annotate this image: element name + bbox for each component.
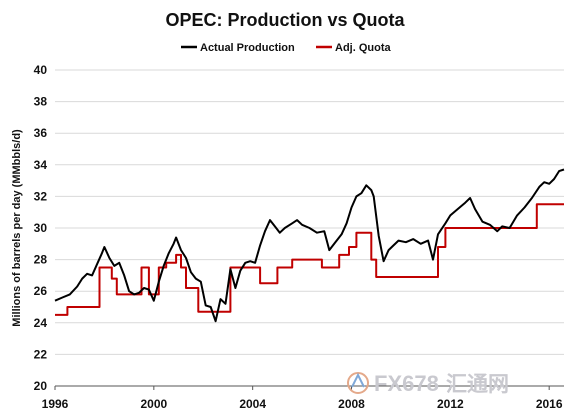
legend-label-actual-production: Actual Production bbox=[200, 42, 295, 54]
chart-title: OPEC: Production vs Quota bbox=[165, 10, 405, 30]
x-tick-label-2012: 2012 bbox=[437, 397, 464, 411]
x-tick-label-2000: 2000 bbox=[140, 397, 167, 411]
y-tick-label-30: 30 bbox=[34, 221, 48, 235]
watermark-logo-mark bbox=[351, 372, 365, 388]
y-axis: 20 22 24 26 28 30 32 34 36 38 40 bbox=[34, 63, 48, 393]
y-axis-label: Millions of barrels per day (MMbbls/d) bbox=[11, 129, 23, 327]
y-tick-label-40: 40 bbox=[34, 63, 48, 77]
x-tick-label-1996: 1996 bbox=[42, 397, 69, 411]
series-line-actual-production bbox=[54, 168, 565, 323]
watermark: FX678 汇通网 bbox=[347, 371, 509, 396]
y-tick-label-28: 28 bbox=[34, 253, 48, 267]
y-tick-label-20: 20 bbox=[34, 379, 48, 393]
x-tick-label-2016: 2016 bbox=[536, 397, 563, 411]
legend-label-adj-quota: Adj. Quota bbox=[335, 42, 391, 54]
series-line-adj-quota bbox=[55, 203, 564, 316]
y-tick-label-34: 34 bbox=[34, 158, 48, 172]
x-tick-label-2008: 2008 bbox=[338, 397, 365, 411]
watermark-cjk-text: 汇通网 bbox=[446, 372, 509, 396]
y-tick-label-24: 24 bbox=[34, 316, 48, 330]
y-tick-label-22: 22 bbox=[34, 347, 48, 361]
y-tick-label-26: 26 bbox=[34, 284, 48, 298]
legend: Actual Production Adj. Quota bbox=[181, 42, 391, 54]
series-layer bbox=[54, 168, 565, 323]
watermark-text: FX678 bbox=[374, 371, 439, 396]
y-tick-label-38: 38 bbox=[34, 95, 48, 109]
x-tick-label-2004: 2004 bbox=[239, 397, 266, 411]
y-tick-label-36: 36 bbox=[34, 126, 48, 140]
y-tick-label-32: 32 bbox=[34, 189, 48, 203]
